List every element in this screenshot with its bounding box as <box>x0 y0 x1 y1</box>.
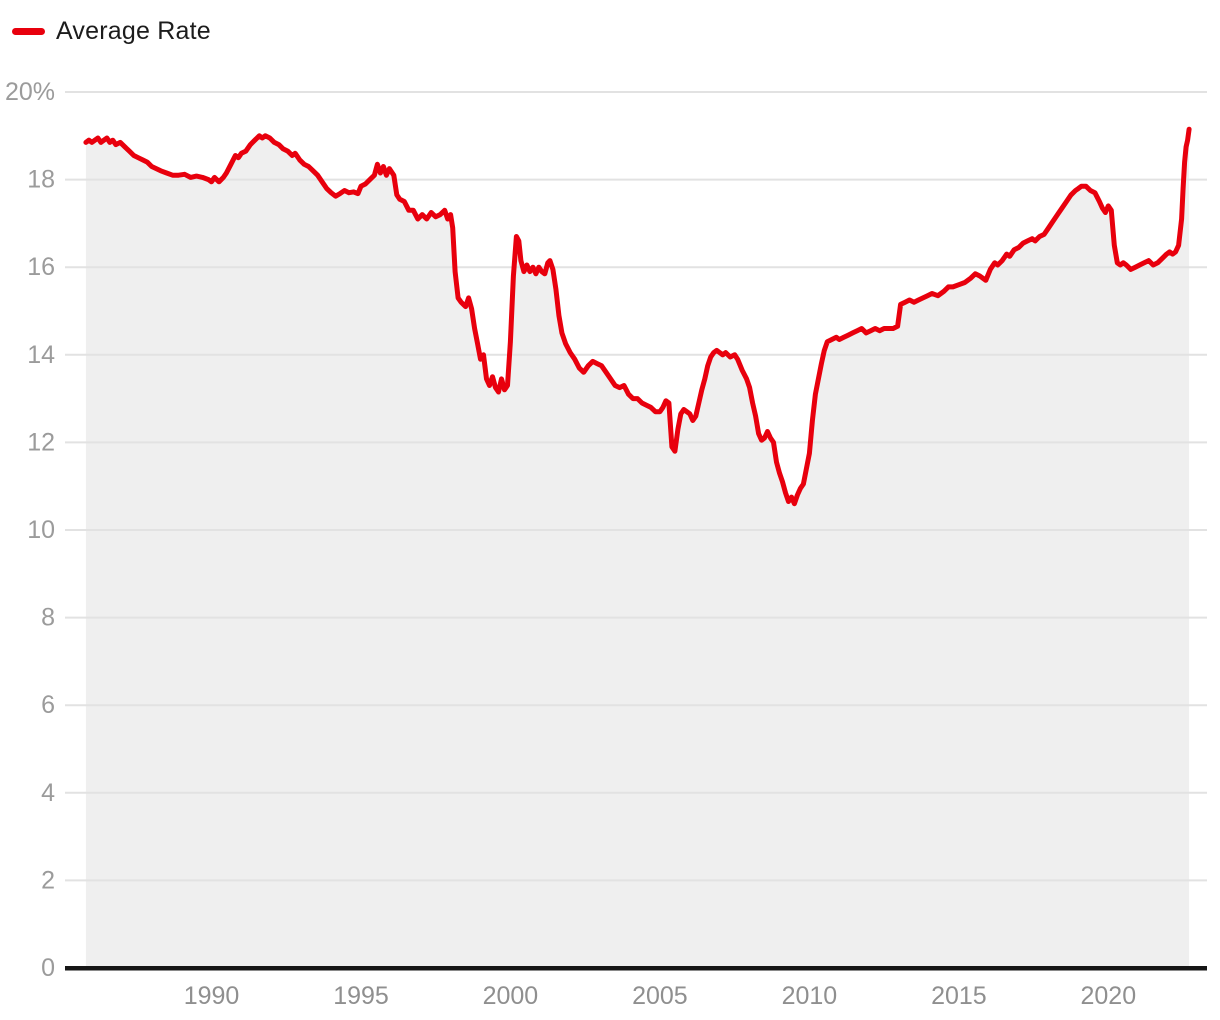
y-tick-label: 10 <box>27 516 55 544</box>
x-tick-label: 2010 <box>782 982 838 1010</box>
x-tick-label: 2020 <box>1080 982 1136 1010</box>
legend-label: Average Rate <box>56 17 211 45</box>
y-tick-label: 6 <box>41 691 55 719</box>
x-tick-label: 2015 <box>931 982 987 1010</box>
area-fill <box>85 129 1190 966</box>
x-tick-label: 1995 <box>333 982 389 1010</box>
y-tick-label: 4 <box>41 779 55 807</box>
x-axis-line <box>65 966 1207 971</box>
y-tick-label: 16 <box>27 253 55 281</box>
y-tick-label: 0 <box>41 954 55 982</box>
x-tick-label: 2005 <box>632 982 688 1010</box>
average-rate-line <box>83 126 1192 507</box>
legend: Average Rate <box>12 17 211 46</box>
y-tick-label: 8 <box>41 604 55 632</box>
x-tick-label: 1990 <box>184 982 240 1010</box>
x-tick-label: 2000 <box>483 982 539 1010</box>
y-tick-label: 2 <box>41 866 55 894</box>
legend-line-swatch <box>12 28 45 35</box>
y-tick-label: 20% <box>5 78 55 106</box>
y-tick-label: 12 <box>27 428 55 456</box>
y-tick-label: 14 <box>27 341 55 369</box>
y-tick-label: 18 <box>27 166 55 194</box>
